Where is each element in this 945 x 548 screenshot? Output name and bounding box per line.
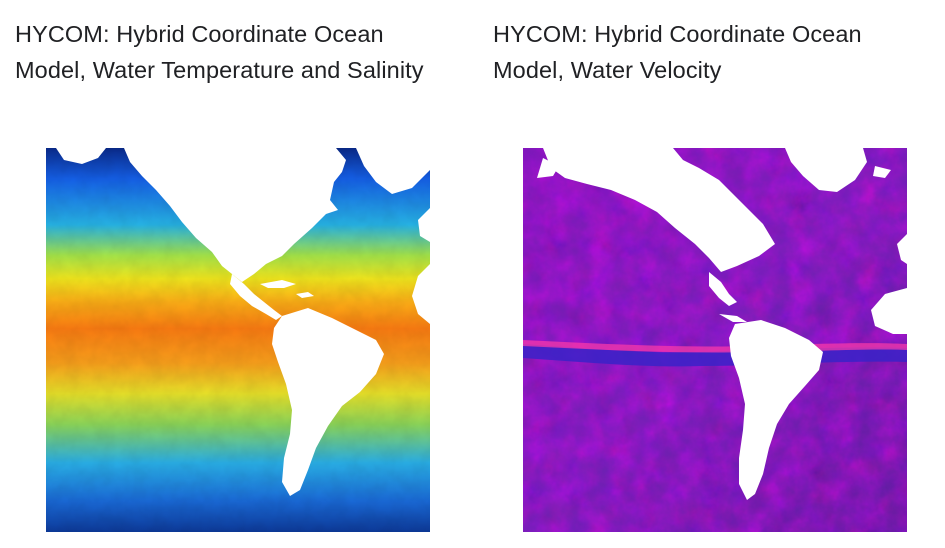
dataset-thumbnail-link[interactable] xyxy=(523,148,907,532)
ocean-temperature-map-thumbnail xyxy=(46,148,430,532)
dataset-thumbnail-link[interactable] xyxy=(46,148,430,532)
dataset-title[interactable]: HYCOM: Hybrid Coordinate Ocean Model, Wa… xyxy=(15,21,424,83)
dataset-title[interactable]: HYCOM: Hybrid Coordinate Ocean Model, Wa… xyxy=(493,21,862,83)
ocean-velocity-map-thumbnail xyxy=(523,148,907,532)
